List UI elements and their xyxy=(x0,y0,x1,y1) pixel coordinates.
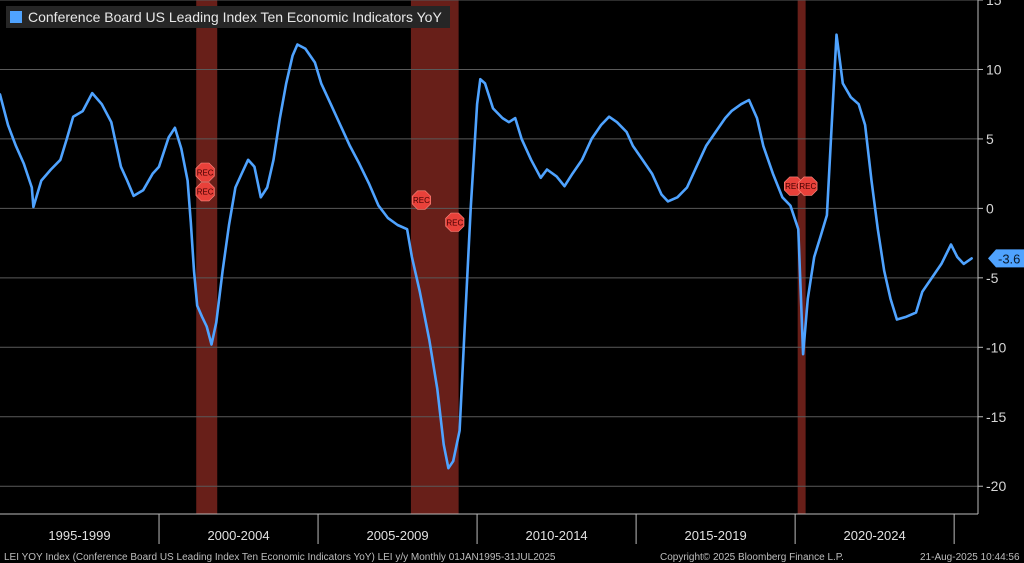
rec-marker: REC xyxy=(195,162,215,182)
y-tick-label: -10 xyxy=(986,339,1006,355)
legend-label: Conference Board US Leading Index Ten Ec… xyxy=(28,9,442,25)
footer-copyright: Copyright© 2025 Bloomberg Finance L.P. xyxy=(660,552,844,563)
recession-bands xyxy=(196,0,806,514)
rec-marker: REC xyxy=(798,176,818,196)
y-tick-label: 15 xyxy=(986,0,1002,8)
chart-legend: Conference Board US Leading Index Ten Ec… xyxy=(6,6,450,28)
x-period-dividers xyxy=(0,513,978,544)
x-tick-label: 2015-2019 xyxy=(685,528,747,543)
rec-marker-label: REC xyxy=(785,182,802,191)
recession-band xyxy=(410,0,459,514)
legend-swatch xyxy=(10,11,22,23)
rec-marker-shape xyxy=(195,162,215,182)
series-line xyxy=(0,33,973,470)
rec-marker-label: REC xyxy=(446,218,463,227)
rec-marker-shape xyxy=(445,212,465,232)
rec-marker-shape xyxy=(798,176,818,196)
y-tick-label: -15 xyxy=(986,409,1006,425)
footer-timestamp: 21-Aug-2025 10:44:56 xyxy=(920,552,1020,563)
x-axis-ticks: 1995-1999 2000-2004 2005-2009 2010-2014 2015… xyxy=(48,528,905,543)
y-axis-ticks: 15 10 5 0 -5 -10 -15 -20 xyxy=(977,0,1006,514)
x-tick-label: 1995-1999 xyxy=(48,528,110,543)
x-tick-label: 2005-2009 xyxy=(366,528,428,543)
rec-marker: REC xyxy=(195,182,215,202)
y-tick-label: 5 xyxy=(986,131,994,147)
y-tick-label: -20 xyxy=(986,478,1006,494)
rec-marker-label: REC xyxy=(799,182,816,191)
footer-source: LEI YOY Index (Conference Board US Leadi… xyxy=(4,552,556,563)
rec-marker: REC xyxy=(411,190,432,210)
series-line-group xyxy=(0,33,973,470)
last-value-label: -3.6 xyxy=(988,249,1024,268)
rec-marker-label: REC xyxy=(197,188,214,197)
rec-marker-shape xyxy=(195,182,215,202)
last-value-text: -3.6 xyxy=(998,251,1020,266)
y-tick-label: 0 xyxy=(986,200,994,216)
x-tick-label: 2020-2024 xyxy=(844,528,906,543)
x-tick-label: 2010-2014 xyxy=(525,528,587,543)
rec-marker: REC xyxy=(445,212,465,232)
rec-marker-shape xyxy=(411,190,432,210)
rec-marker-label: REC xyxy=(413,196,430,205)
y-tick-label: 10 xyxy=(986,61,1002,77)
recession-band xyxy=(196,0,218,514)
y-tick-label: -5 xyxy=(986,270,999,286)
x-tick-label: 2000-2004 xyxy=(207,528,269,543)
recession-band xyxy=(797,0,806,514)
last-value-badge xyxy=(988,249,1024,268)
grid-lines xyxy=(0,0,978,487)
rec-marker-label: REC xyxy=(197,168,214,177)
